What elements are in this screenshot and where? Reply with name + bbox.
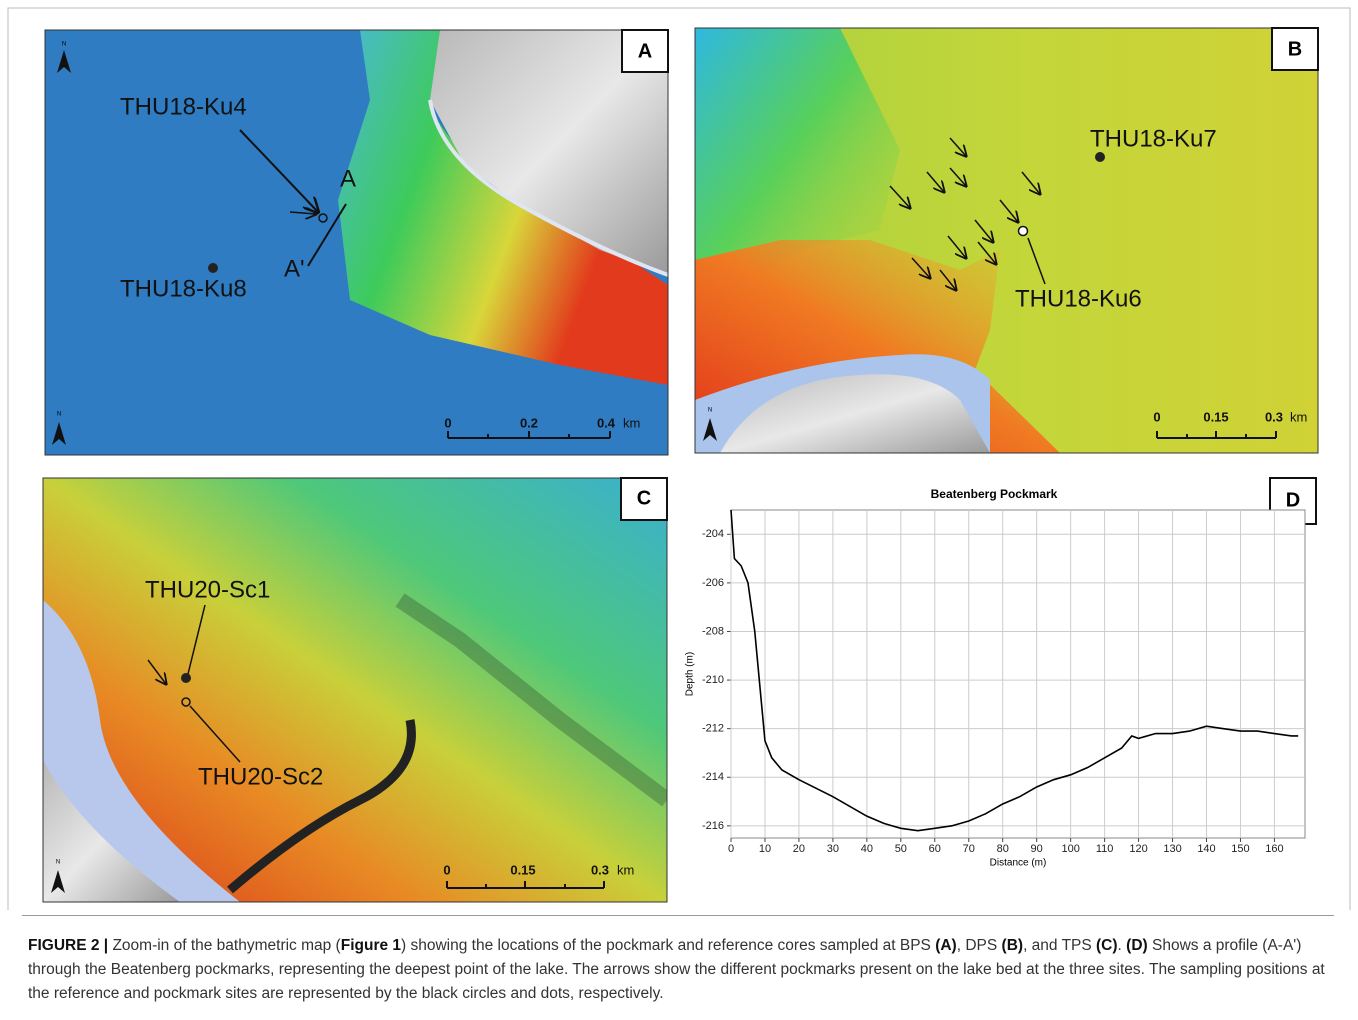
x-tick-label: 140 xyxy=(1197,843,1215,855)
core-label: THU18-Ku4 xyxy=(120,93,247,120)
y-axis-label: Depth (m) xyxy=(685,652,696,696)
panel-label: B xyxy=(1288,38,1302,60)
scale-unit: km xyxy=(1290,409,1307,424)
y-tick-label: -204 xyxy=(702,528,724,540)
scale-unit: km xyxy=(617,862,634,877)
x-tick-label: 10 xyxy=(759,843,771,855)
y-tick-label: -214 xyxy=(702,771,724,783)
x-tick-label: 50 xyxy=(895,843,907,855)
x-tick-label: 150 xyxy=(1231,843,1249,855)
caption-text: , DPS xyxy=(957,937,1002,954)
core-label: THU18-Ku8 xyxy=(120,275,247,302)
y-tick-label: -216 xyxy=(702,820,724,832)
y-tick-label: -210 xyxy=(702,674,724,686)
scale-label: 0.15 xyxy=(510,862,535,877)
panel-label: C xyxy=(637,487,651,509)
panel-label: D xyxy=(1286,489,1300,511)
x-tick-label: 120 xyxy=(1129,843,1147,855)
x-tick-label: 90 xyxy=(1031,843,1043,855)
core-label: THU20-Sc1 xyxy=(145,576,270,603)
x-axis-label: Distance (m) xyxy=(990,858,1047,869)
map-b xyxy=(695,28,1318,453)
core-label: THU18-Ku6 xyxy=(1015,285,1142,312)
profile-end: A' xyxy=(284,255,305,282)
map-c xyxy=(43,478,667,902)
scale-label: 0.3 xyxy=(1265,409,1283,424)
north-label: N xyxy=(56,860,60,866)
y-tick-label: -206 xyxy=(702,577,724,589)
x-tick-label: 130 xyxy=(1163,843,1181,855)
x-tick-label: 110 xyxy=(1096,843,1114,855)
scale-label: 0 xyxy=(444,415,451,430)
core-label: THU18-Ku7 xyxy=(1090,125,1217,152)
caption-text: ) showing the locations of the pockmark … xyxy=(401,937,935,954)
figure: THU18-Ku4 THU18-Ku8 A A' 0 0.2 0.4 km N … xyxy=(0,0,1358,910)
caption-text: (B) xyxy=(1002,937,1024,954)
x-tick-label: 30 xyxy=(827,843,839,855)
north-label: N xyxy=(62,42,66,48)
x-tick-label: 80 xyxy=(997,843,1009,855)
scale-label: 0.3 xyxy=(591,862,609,877)
north-label: N xyxy=(708,408,712,414)
caption-text: (C) xyxy=(1096,937,1118,954)
chart-title: Beatenberg Pockmark xyxy=(931,487,1058,501)
y-tick-label: -212 xyxy=(702,723,724,735)
x-tick-label: 160 xyxy=(1265,843,1283,855)
scale-label: 0.15 xyxy=(1203,409,1228,424)
scale-unit: km xyxy=(623,415,640,430)
x-tick-label: 70 xyxy=(963,843,975,855)
x-tick-label: 100 xyxy=(1061,843,1079,855)
caption-text: Figure 1 xyxy=(341,937,401,954)
scale-label: 0.4 xyxy=(597,415,616,430)
x-tick-label: 60 xyxy=(929,843,941,855)
caption-text: , and TPS xyxy=(1023,937,1096,954)
caption-text: FIGURE 2 | xyxy=(28,937,108,954)
caption: FIGURE 2 | Zoom-in of the bathymetric ma… xyxy=(22,915,1334,1012)
x-tick-label: 0 xyxy=(728,843,734,855)
caption-text: (D) xyxy=(1126,937,1148,954)
profile-end: A xyxy=(340,165,356,192)
caption-text: Zoom-in of the bathymetric map ( xyxy=(108,937,341,954)
core-label: THU20-Sc2 xyxy=(198,763,323,790)
scale-label: 0 xyxy=(1153,409,1160,424)
profile-chart: -204 -206 -208 -210 -212 -214 -216 0 10 20 30 40 50 6… xyxy=(702,510,1305,855)
caption-text: (A) xyxy=(935,937,957,954)
x-tick-label: 20 xyxy=(793,843,805,855)
caption-text: . xyxy=(1118,937,1127,954)
north-label: N xyxy=(57,412,61,418)
page: THU18-Ku4 THU18-Ku8 A A' 0 0.2 0.4 km N … xyxy=(0,0,1358,1020)
panel-label: A xyxy=(638,40,652,62)
x-tick-label: 40 xyxy=(861,843,873,855)
scale-label: 0.2 xyxy=(520,415,538,430)
y-tick-label: -208 xyxy=(702,625,724,637)
scale-label: 0 xyxy=(443,862,450,877)
